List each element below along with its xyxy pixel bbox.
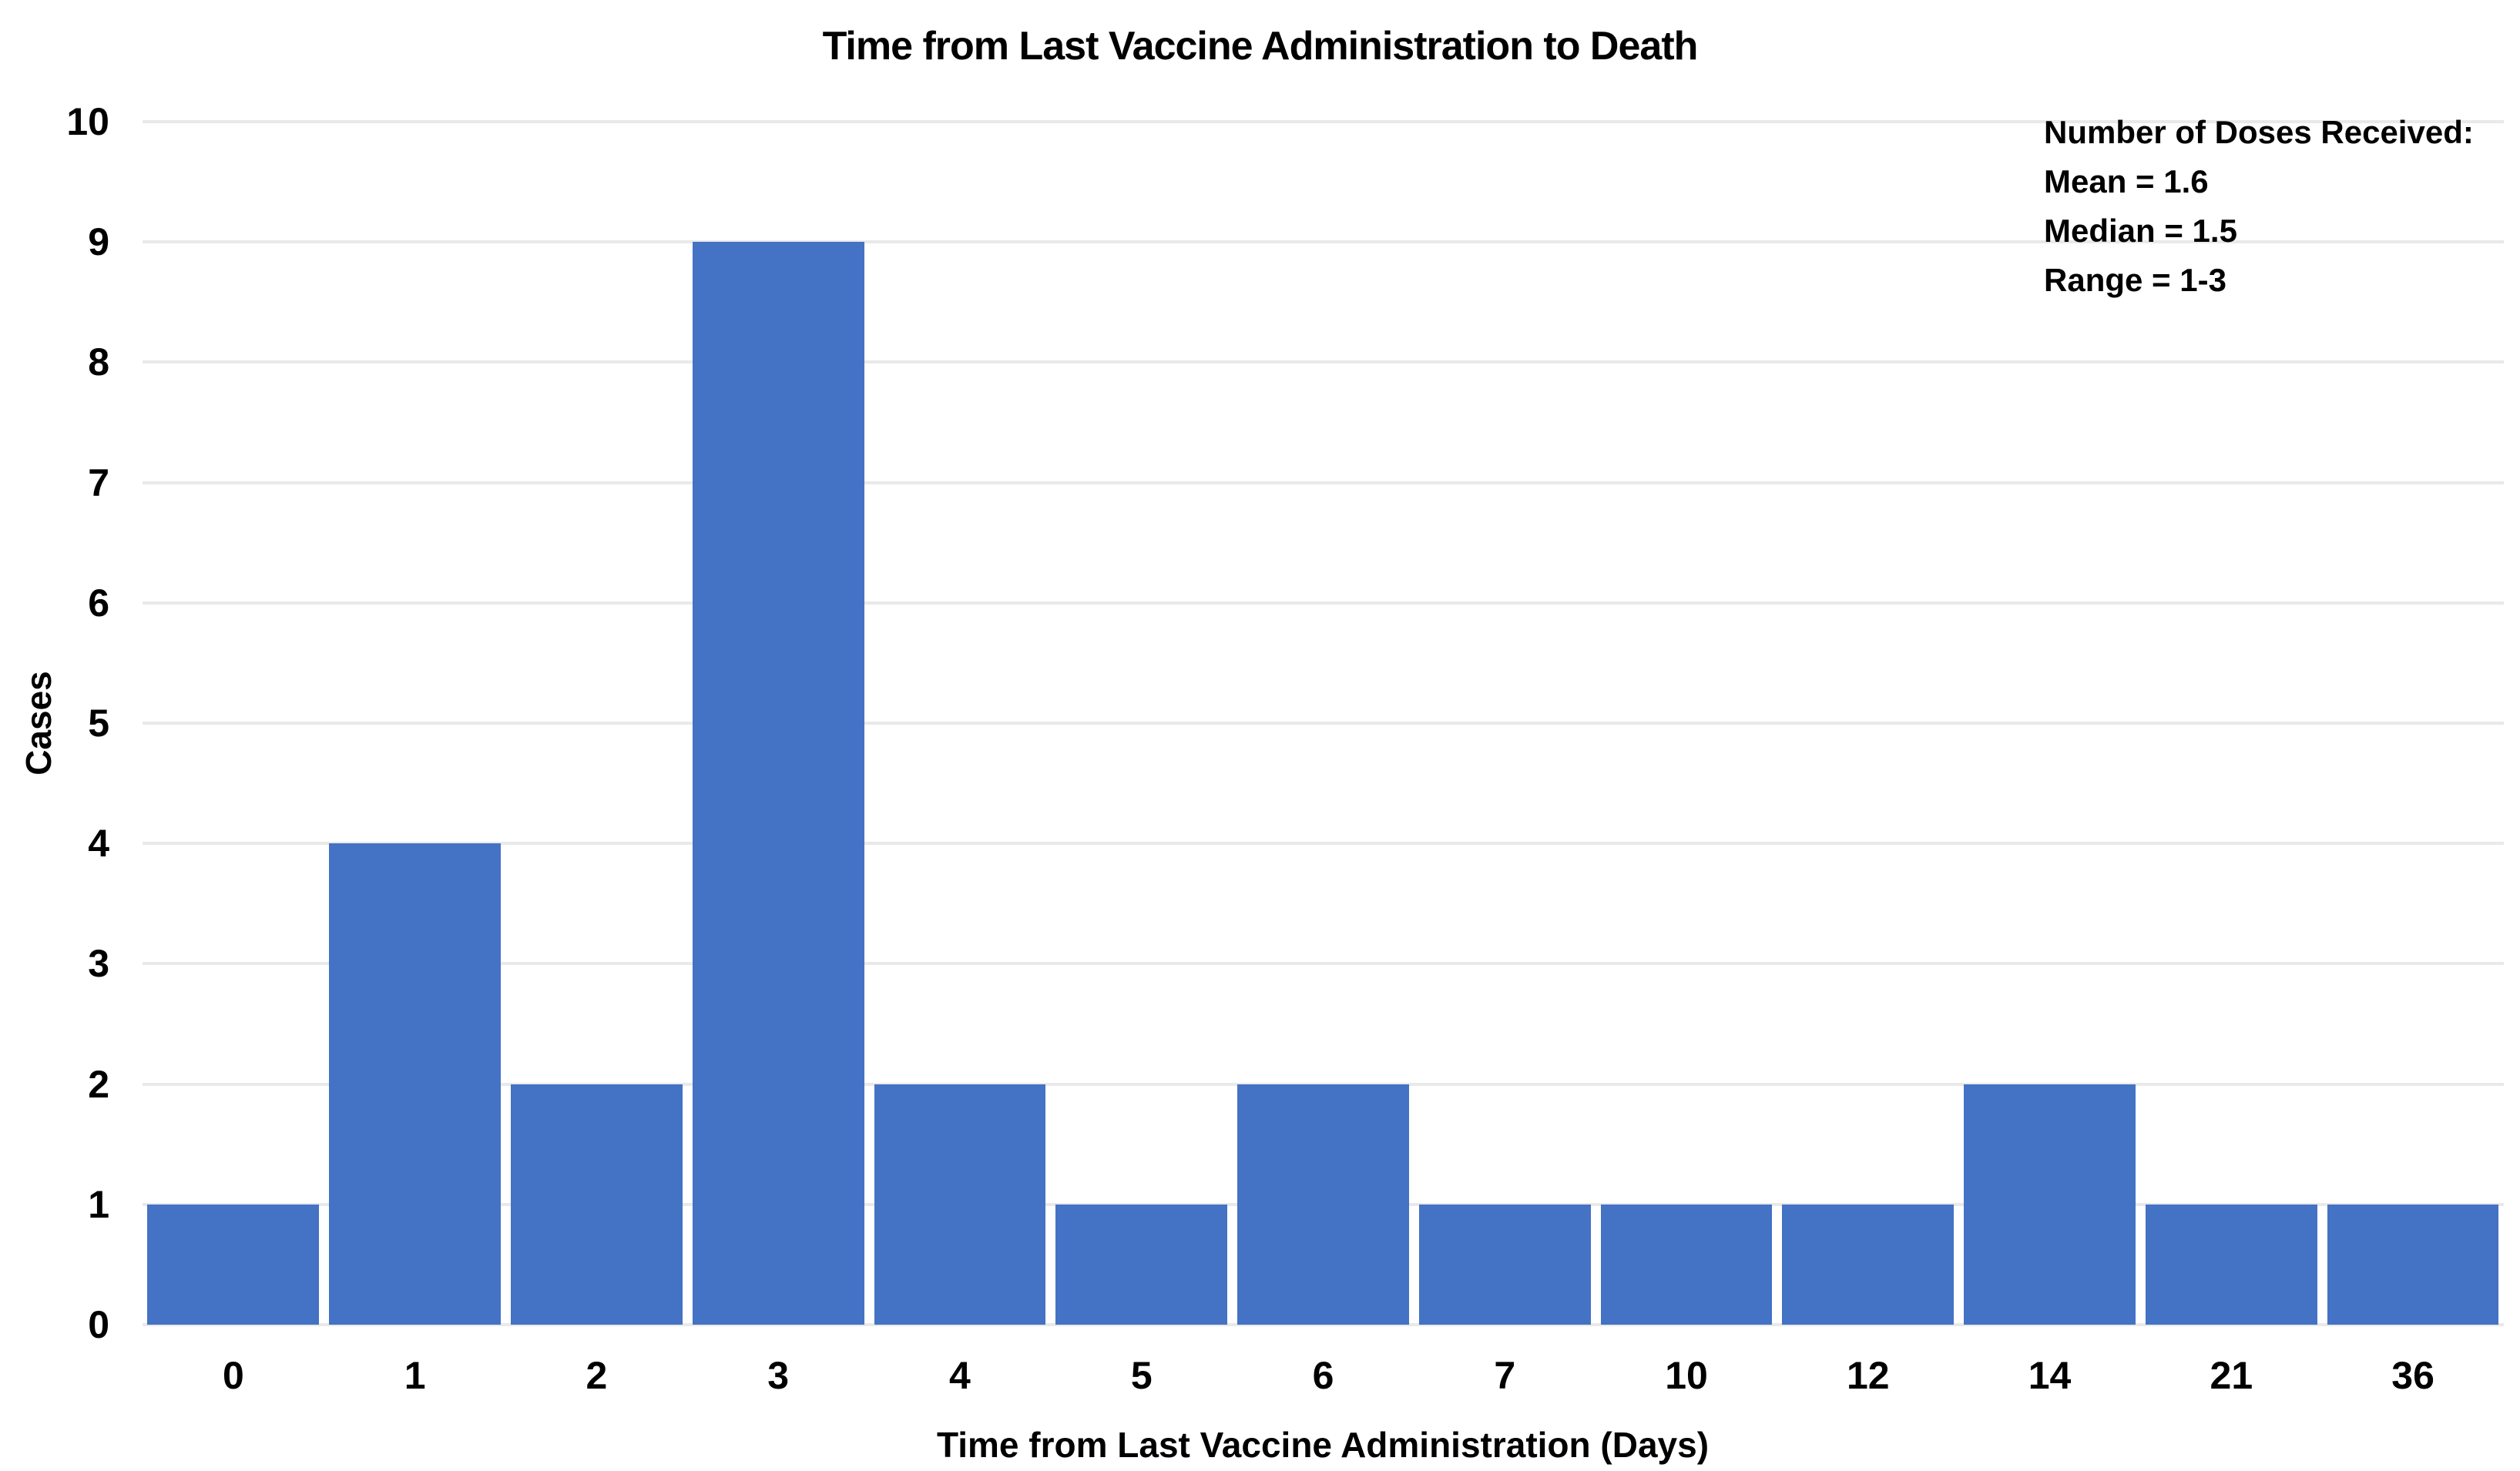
gridline-9 xyxy=(143,240,2504,244)
bar-6 xyxy=(1237,1084,1409,1325)
bar-7 xyxy=(1418,1204,1591,1325)
x-tick-label-0: 0 xyxy=(222,1354,244,1397)
annotation-range: Range = 1-3 xyxy=(2044,262,2226,298)
bar-14 xyxy=(1964,1084,2136,1325)
gridline-6 xyxy=(143,601,2504,605)
bar-slot-7 xyxy=(1414,122,1596,1325)
bar-1 xyxy=(329,843,502,1325)
bar-slot-6 xyxy=(1233,122,1414,1325)
x-tick-label-4: 4 xyxy=(949,1354,971,1397)
bar-slot-5 xyxy=(1051,122,1233,1325)
x-tick-label-1: 1 xyxy=(404,1354,426,1397)
bar-series xyxy=(143,122,2504,1325)
x-tick-label-10: 10 xyxy=(1665,1354,1708,1397)
y-tick-label-3: 3 xyxy=(88,942,109,986)
annotation-median: Median = 1.5 xyxy=(2044,213,2237,249)
bar-10 xyxy=(1600,1204,1773,1325)
chart-title: Time from Last Vaccine Administration to… xyxy=(822,24,1699,69)
bar-4 xyxy=(874,1084,1046,1325)
annotation-box: Number of Doses Received: Mean = 1.6 Med… xyxy=(2044,108,2474,305)
y-tick-label-9: 9 xyxy=(88,220,109,264)
y-tick-label-8: 8 xyxy=(88,340,109,384)
gridline-8 xyxy=(143,360,2504,364)
bar-slot-14 xyxy=(1959,122,2141,1325)
gridline-7 xyxy=(143,481,2504,484)
bar-36 xyxy=(2327,1204,2499,1325)
y-tick-label-0: 0 xyxy=(88,1303,109,1346)
bar-3 xyxy=(692,242,864,1325)
x-tick-label-6: 6 xyxy=(1312,1354,1334,1397)
x-tick-label-2: 2 xyxy=(586,1354,608,1397)
gridline-3 xyxy=(143,962,2504,966)
x-tick-label-14: 14 xyxy=(2028,1354,2072,1397)
gridline-5 xyxy=(143,722,2504,725)
x-tick-label-3: 3 xyxy=(767,1354,790,1397)
x-tick-label-5: 5 xyxy=(1130,1354,1153,1397)
bar-0 xyxy=(147,1204,320,1325)
gridline-0 xyxy=(143,1323,2504,1326)
bar-slot-12 xyxy=(1777,122,1959,1325)
bar-slot-21 xyxy=(2140,122,2322,1325)
y-tick-label-7: 7 xyxy=(88,461,109,504)
bar-slot-4 xyxy=(869,122,1051,1325)
plot-area xyxy=(143,120,2504,1326)
bar-slot-3 xyxy=(687,122,869,1325)
x-tick-label-36: 36 xyxy=(2391,1354,2434,1397)
y-tick-label-6: 6 xyxy=(88,581,109,625)
bar-12 xyxy=(1782,1204,1955,1325)
bar-2 xyxy=(511,1084,683,1325)
bar-slot-0 xyxy=(143,122,324,1325)
bar-21 xyxy=(2145,1204,2317,1325)
x-tick-label-21: 21 xyxy=(2210,1354,2253,1397)
y-tick-label-4: 4 xyxy=(88,822,109,866)
x-tick-label-7: 7 xyxy=(1494,1354,1516,1397)
y-tick-label-1: 1 xyxy=(88,1182,109,1226)
bar-slot-2 xyxy=(506,122,688,1325)
bar-slot-10 xyxy=(1596,122,1777,1325)
x-tick-label-12: 12 xyxy=(1846,1354,1890,1397)
x-axis-title: Time from Last Vaccine Administration (D… xyxy=(936,1425,1710,1465)
gridline-2 xyxy=(143,1082,2504,1086)
annotation-header: Number of Doses Received: xyxy=(2044,114,2474,150)
y-tick-label-5: 5 xyxy=(88,702,109,745)
bar-slot-1 xyxy=(324,122,506,1325)
gridline-10 xyxy=(143,120,2504,123)
y-tick-label-10: 10 xyxy=(66,100,109,143)
bar-slot-36 xyxy=(2322,122,2504,1325)
y-tick-label-2: 2 xyxy=(88,1062,109,1106)
gridline-4 xyxy=(143,842,2504,846)
annotation-mean: Mean = 1.6 xyxy=(2044,163,2209,199)
bar-5 xyxy=(1055,1204,1228,1325)
